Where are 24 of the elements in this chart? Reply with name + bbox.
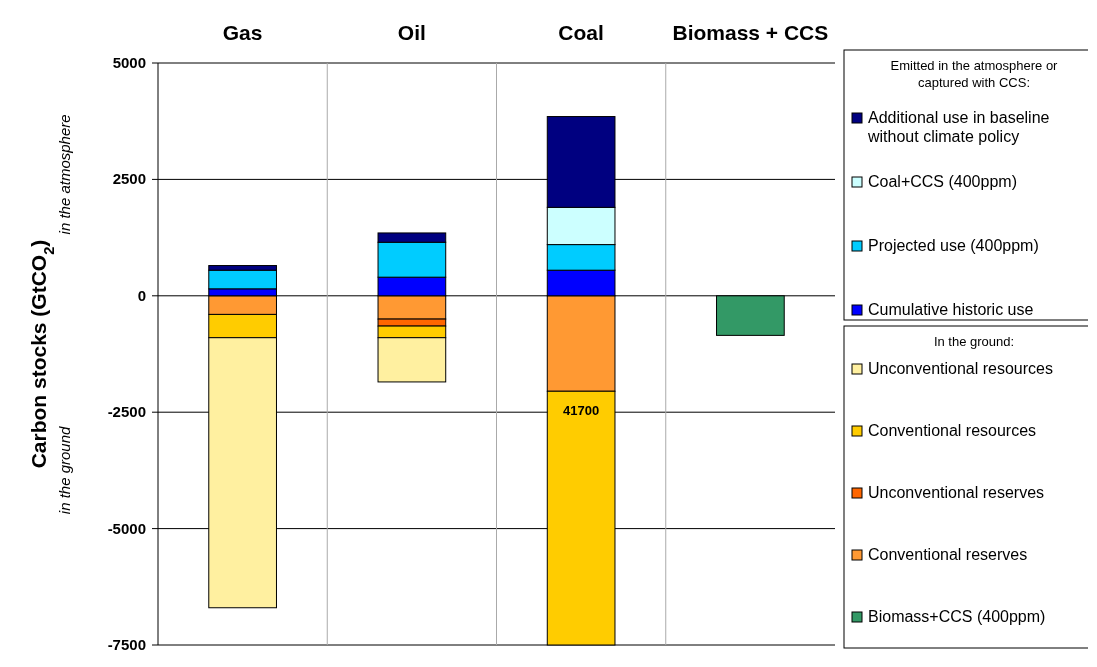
- y-tick-label: -5000: [107, 519, 146, 537]
- y-tick-label: 2500: [112, 170, 146, 188]
- text: In the ground:: [933, 334, 1015, 349]
- x-tick-label: Gas: [222, 21, 263, 44]
- text: in the atmosphere: [56, 114, 73, 235]
- legend-label: Conventional reserves: [868, 546, 1028, 563]
- legend-label: Additional use in baseline without climate policy: [867, 109, 1050, 145]
- y-tick-label: 5000: [112, 54, 146, 71]
- x-tick-label: Biomass + CCS: [672, 21, 829, 44]
- y-tick-label: -2500: [107, 403, 146, 421]
- legend-label: Unconventional reserves: [868, 484, 1045, 501]
- text: in the ground: [56, 425, 73, 515]
- legend-label: Unconventional resources: [868, 360, 1053, 377]
- legend-title: Emitted in the atmosphere or captured with CCS:: [890, 58, 1059, 90]
- y-tick-label: 0: [137, 286, 146, 304]
- legend-label: Conventional resources: [868, 422, 1037, 439]
- x-tick-label: Oil: [397, 21, 426, 44]
- y-tick-label: -7500: [107, 636, 146, 653]
- legend-label: Coal+CCS (400ppm): [868, 173, 1017, 190]
- legend-label: Cumulative historic use: [868, 301, 1034, 318]
- legend-label: Projected use (400ppm): [868, 237, 1039, 254]
- x-tick-label: Coal: [558, 21, 604, 44]
- annotation: 41700: [563, 403, 600, 419]
- legend-label: Biomass+CCS (400ppm): [868, 608, 1046, 625]
